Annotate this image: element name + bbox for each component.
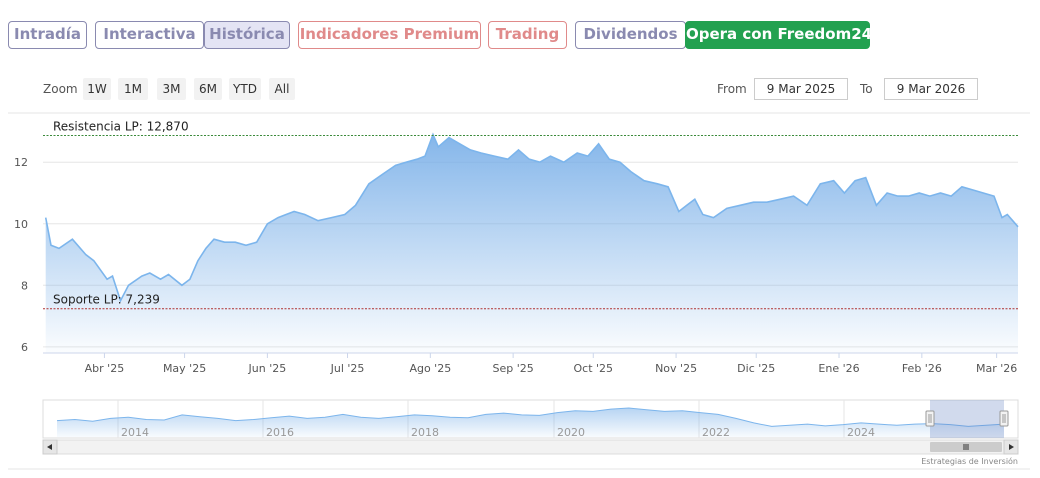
tab-dividendos[interactable]: Dividendos [575,21,686,49]
from-date-input[interactable]: 9 Mar 2025 [754,78,848,100]
zoom-1w-button[interactable]: 1W [83,78,111,100]
x-tick-label: Jul '25 [330,362,365,375]
x-tick-label: May '25 [163,362,206,375]
navigator-left-handle[interactable] [925,410,935,427]
x-tick-label: Oct '25 [574,362,614,375]
navigator-line [56,407,1005,427]
x-tick-label: Mar '26 [976,362,1017,375]
to-date-input[interactable]: 9 Mar 2026 [884,78,978,100]
navigator-year-labels: 2014 2016 2018 2020 2022 2024 [121,426,875,439]
arrow-left-icon [47,444,52,450]
zoom-all-button[interactable]: All [269,78,295,100]
tab-trading[interactable]: Trading [488,21,567,49]
tab-interactiva[interactable]: Interactiva [95,21,204,49]
tab-opera-con-freedom24[interactable]: Opera con Freedom24 [685,21,872,49]
arrow-right-icon [1009,444,1014,450]
navigator-year-label: 2020 [557,426,585,439]
navigator-right-handle[interactable] [999,410,1009,427]
zoom-ytd-button[interactable]: YTD [229,78,261,100]
price-line [44,132,1019,303]
tab-hist-rica[interactable]: Histórica [204,21,290,49]
tab-indicadores-premium[interactable]: Indicadores Premium [298,21,481,49]
zoom-label: Zoom [43,82,78,96]
navigator[interactable]: 2014 2016 2018 2020 2022 2024 [42,399,1019,439]
support-resistance-levels: Resistencia LP: 12,870 Soporte LP: 7,239 [43,119,1018,310]
navigator-year-label: 2016 [266,426,294,439]
y-tick-label: 12 [14,156,28,169]
navigator-year-label: 2014 [121,426,149,439]
x-tick-label: Dic '25 [737,362,775,375]
navigator-year-label: 2022 [702,426,730,439]
x-tick-label: Nov '25 [655,362,697,375]
y-tick-label: 8 [21,279,28,292]
navigator-selection[interactable] [930,400,1004,438]
x-tick-label: Sep '25 [493,362,534,375]
y-tick-label: 10 [14,218,28,231]
x-tick-label: Ago '25 [409,362,451,375]
x-axis-ticks: Abr '25 May '25 Jun '25 Jul '25 Ago '25 Sep '… [85,353,1017,375]
navigator-year-label: 2018 [411,426,439,439]
zoom-1m-button[interactable]: 1M [118,78,148,100]
x-tick-label: Ene '26 [818,362,859,375]
y-axis-ticks: 6 8 10 12 [14,156,28,354]
resistance-label: Resistencia LP: 12,870 [53,119,189,133]
price-area [45,134,1018,353]
navigator-year-label: 2024 [847,426,875,439]
support-label: Soporte LP: 7,239 [53,293,160,307]
x-tick-label: Abr '25 [85,362,125,375]
from-label: From [717,82,747,96]
navigator-area [57,408,1004,437]
chart-credit[interactable]: Estrategias de Inversión [921,456,1018,466]
y-tick-label: 6 [21,341,28,354]
x-tick-label: Feb '26 [902,362,942,375]
zoom-6m-button[interactable]: 6M [194,78,222,100]
x-tick-label: Jun '25 [248,362,287,375]
scrollbar-track[interactable] [42,439,1019,455]
tab-intrad-a[interactable]: Intradía [8,21,87,49]
to-label: To [860,82,873,96]
scrollbar[interactable] [42,439,1019,455]
zoom-3m-button[interactable]: 3M [157,78,186,100]
